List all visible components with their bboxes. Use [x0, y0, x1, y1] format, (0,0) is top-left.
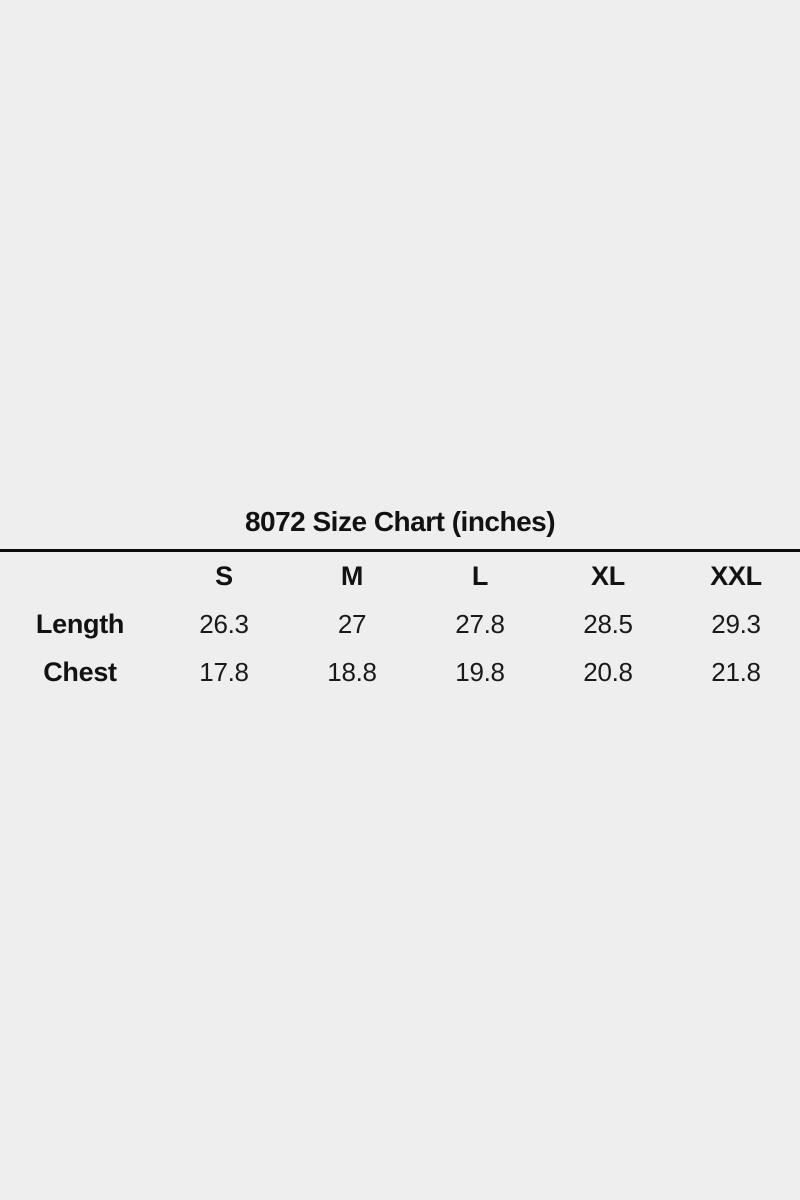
cell-length-xxl: 29.3 — [711, 608, 761, 639]
cell-chest-xl: 20.8 — [583, 656, 633, 687]
column-header-s: S — [215, 560, 233, 591]
column-header-l: L — [471, 560, 489, 591]
column-header-xxl: XXL — [710, 560, 762, 591]
table-row-length: Length 26.3 27 27.8 28.5 29.3 — [0, 600, 800, 648]
cell-chest-s: 17.8 — [199, 656, 249, 687]
column-header-xl: XL — [591, 560, 625, 591]
table-header-row: S M L XL XXL — [0, 552, 800, 600]
cell-chest-m: 18.8 — [327, 656, 377, 687]
table-row-chest: Chest 17.8 18.8 19.8 20.8 21.8 — [0, 648, 800, 696]
cell-length-xl: 28.5 — [583, 608, 633, 639]
cell-length-l: 27.8 — [455, 608, 505, 639]
corner-cell — [0, 552, 160, 600]
row-label-length: Length — [35, 608, 125, 639]
column-header-m: M — [340, 560, 364, 591]
row-label-chest: Chest — [43, 656, 117, 687]
cell-length-s: 26.3 — [199, 608, 249, 639]
title-divider — [0, 549, 800, 552]
cell-chest-l: 19.8 — [455, 656, 505, 687]
size-chart-table: S M L XL XXL Length 26.3 27 27.8 28.5 29… — [0, 552, 800, 696]
size-chart-title: 8072 Size Chart (inches) — [244, 506, 556, 537]
cell-length-m: 27 — [337, 608, 367, 639]
cell-chest-xxl: 21.8 — [711, 656, 761, 687]
